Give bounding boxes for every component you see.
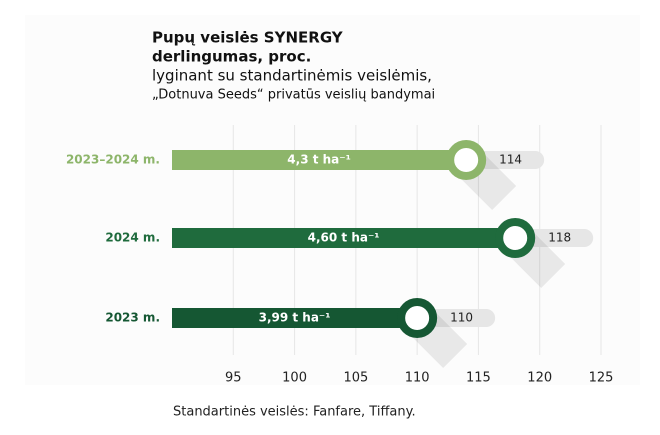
y-tick-label: 2023–2024 m. <box>66 153 160 167</box>
chart-title: Pupų veislės SYNERGY <box>152 29 344 47</box>
x-tick-label: 115 <box>466 371 491 386</box>
bar-end <box>495 218 536 258</box>
chart-subtitle: lyginant su standartinėmis veislėmis, <box>152 67 432 85</box>
x-tick-label: 95 <box>225 371 242 386</box>
bar <box>172 228 516 248</box>
x-tick-label: 120 <box>527 371 552 386</box>
bar-end <box>446 140 487 180</box>
bar <box>172 150 467 170</box>
value-pill <box>515 229 594 247</box>
bar-end <box>397 298 438 338</box>
x-tick-label: 110 <box>405 371 430 386</box>
y-tick-label: 2023 m. <box>105 311 160 325</box>
chart-title: derlingumas, proc. <box>152 48 311 66</box>
bar-label: 4,3 t ha⁻¹ <box>287 153 351 167</box>
x-tick-label: 105 <box>343 371 368 386</box>
value-label: 110 <box>450 311 473 325</box>
bar-label: 4,60 t ha⁻¹ <box>308 231 380 245</box>
x-tick-label: 125 <box>589 371 614 386</box>
footnote: Standartinės veislės: Fanfare, Tiffany. <box>173 405 416 420</box>
x-tick-label: 100 <box>282 371 307 386</box>
bar-label: 3,99 t ha⁻¹ <box>259 311 331 325</box>
chart-subtitle: „Dotnuva Seeds“ privatūs veislių bandyma… <box>152 88 435 103</box>
value-pill <box>417 309 496 327</box>
value-pill <box>466 151 545 169</box>
y-tick-label: 2024 m. <box>105 231 160 245</box>
value-label: 114 <box>499 153 522 167</box>
bar <box>172 308 418 328</box>
value-label: 118 <box>548 231 571 245</box>
